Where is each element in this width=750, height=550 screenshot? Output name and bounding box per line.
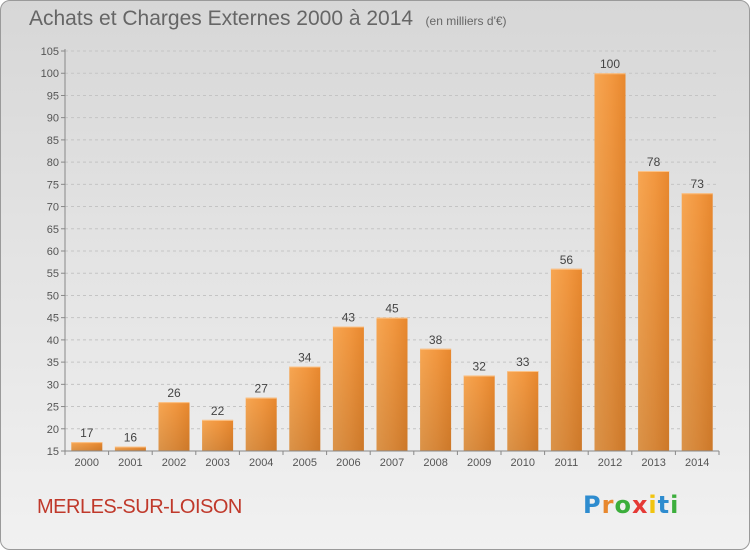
- y-tick-label: 65: [47, 224, 59, 236]
- bar-shade-2004: [245, 397, 277, 451]
- y-tick-label: 30: [47, 379, 59, 391]
- x-tick-label: 2007: [380, 457, 404, 469]
- logo-letter: i: [648, 491, 658, 519]
- y-tick-label: 80: [47, 157, 59, 169]
- x-tick-label: 2003: [205, 457, 229, 469]
- title-row: Achats et Charges Externes 2000 à 2014 (…: [29, 7, 507, 31]
- bar-shade-2002: [158, 402, 190, 451]
- y-tick-label: 75: [47, 179, 59, 191]
- data-label: 16: [124, 431, 138, 445]
- logo-letter: x: [631, 491, 649, 519]
- data-label: 22: [211, 404, 225, 418]
- y-tick-label: 55: [47, 268, 59, 280]
- y-tick-label: 15: [47, 446, 59, 458]
- y-tick-label: 40: [47, 335, 59, 347]
- bar-shade-2006: [332, 326, 364, 451]
- data-label: 78: [647, 155, 661, 169]
- bar-shade-2000: [71, 442, 103, 451]
- x-tick-label: 2014: [685, 457, 709, 469]
- y-tick-label: 85: [47, 135, 59, 147]
- chart-title: Achats et Charges Externes 2000 à 2014: [29, 7, 414, 30]
- x-tick-label: 2006: [336, 457, 360, 469]
- data-label: 73: [691, 177, 705, 191]
- x-tick-label: 2010: [511, 457, 535, 469]
- y-tick-label: 100: [41, 68, 59, 80]
- bar-shade-2001: [114, 446, 146, 451]
- data-label: 27: [255, 382, 269, 396]
- bar-shade-2005: [289, 366, 321, 451]
- x-tick-label: 2009: [467, 457, 491, 469]
- bar-shade-2009: [463, 375, 495, 451]
- data-label: 32: [473, 359, 487, 373]
- x-axis-ticks: 2000 2001 2002 2003 2004 2005 2006 2007 2008 2009…: [64, 451, 720, 469]
- bar-shade-2008: [420, 348, 452, 451]
- data-label: 56: [560, 253, 574, 267]
- x-tick-label: 2000: [75, 457, 99, 469]
- bar-shade-2011: [550, 268, 582, 451]
- proxiti-logo: Proxiti: [583, 491, 679, 519]
- x-tick-label: 2008: [423, 457, 447, 469]
- bar-shade-2013: [638, 171, 670, 451]
- bar-shade-2007: [376, 317, 408, 451]
- data-label: 17: [80, 426, 94, 440]
- y-tick-label: 90: [47, 113, 59, 125]
- axes: [64, 49, 719, 452]
- data-label: 45: [385, 302, 399, 316]
- y-tick-label: 50: [47, 290, 59, 302]
- x-tick-label: 2005: [293, 457, 317, 469]
- logo-letter: r: [601, 491, 615, 519]
- y-tick-label: 95: [47, 90, 59, 102]
- bar-shade-2012: [594, 73, 626, 451]
- x-tick-label: 2002: [162, 457, 186, 469]
- y-tick-label: 35: [47, 357, 59, 369]
- data-labels: 17 16 26 22 27 34 43 45 38 32 33 56 100 78 73: [80, 57, 704, 444]
- y-tick-label: 70: [47, 202, 59, 214]
- logo-letter: P: [583, 491, 602, 519]
- data-label: 26: [167, 386, 181, 400]
- logo-letter: o: [614, 491, 632, 519]
- x-tick-label: 2004: [249, 457, 273, 469]
- data-label: 100: [600, 57, 620, 71]
- x-tick-label: 2011: [555, 457, 579, 469]
- x-tick-label: 2013: [641, 457, 665, 469]
- logo-letter: t: [657, 491, 671, 519]
- data-label: 34: [298, 351, 312, 365]
- chart-unit: (en milliers d'€): [425, 14, 507, 28]
- y-tick-label: 60: [47, 246, 59, 258]
- bar-shade-2010: [507, 371, 539, 451]
- commune-name: MERLES-SUR-LOISON: [37, 496, 242, 518]
- x-tick-label: 2001: [118, 457, 142, 469]
- y-tick-label: 25: [47, 402, 59, 414]
- data-label: 33: [516, 355, 530, 369]
- y-tick-label: 45: [47, 313, 59, 325]
- data-label: 38: [429, 333, 443, 347]
- y-axis-ticks: 15 20 25 30 35 40 45 50 55 60 65 70 75 80 85 90 95 100 105: [41, 46, 65, 458]
- y-tick-label: 20: [47, 424, 59, 436]
- data-label: 43: [342, 311, 356, 325]
- x-tick-label: 2012: [598, 457, 622, 469]
- bar-shade-2003: [202, 419, 234, 451]
- bar-shade-2014: [681, 193, 713, 451]
- logo-letter: i: [670, 491, 680, 519]
- y-tick-label: 105: [41, 46, 59, 58]
- bars: [71, 73, 713, 451]
